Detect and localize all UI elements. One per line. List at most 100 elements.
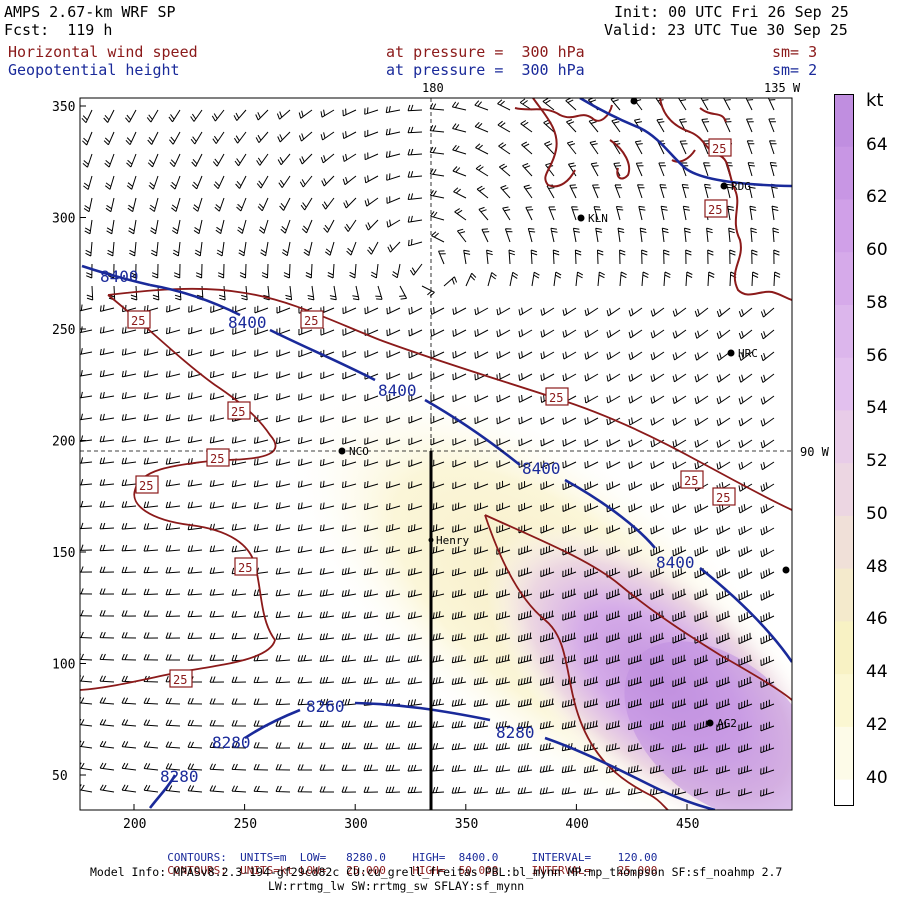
wind-barb <box>606 525 621 535</box>
wind-barb <box>386 437 401 446</box>
wind-barb <box>320 153 335 164</box>
wind-barb <box>451 698 467 707</box>
wind-barb <box>760 351 775 362</box>
wind-barb <box>143 523 159 530</box>
wind-barb <box>635 162 644 177</box>
wind-barb <box>738 699 753 710</box>
wind-barb <box>606 503 621 513</box>
wind-barb <box>566 119 577 133</box>
wind-barb <box>681 184 690 199</box>
wind-barb <box>299 153 313 165</box>
colorbar-swatch <box>834 621 854 676</box>
wind-barb <box>319 676 335 684</box>
wind-barb <box>694 654 709 666</box>
wind-barb <box>121 566 137 574</box>
wind-barb <box>107 241 115 257</box>
wind-barb <box>275 654 291 662</box>
wind-barb <box>99 326 115 334</box>
wind-barb <box>341 589 357 597</box>
y-tick-label: 50 <box>52 769 68 784</box>
speed-label-box <box>127 310 151 329</box>
wind-barb <box>606 654 621 665</box>
wind-barb <box>99 304 115 312</box>
wind-barb <box>694 395 709 405</box>
wind-barb <box>685 249 692 265</box>
wind-barb <box>253 632 269 640</box>
wind-barb <box>341 786 357 793</box>
wind-barb <box>540 481 555 491</box>
wind-barb <box>386 328 401 337</box>
wind-barb <box>703 162 711 177</box>
wind-barb <box>606 545 621 556</box>
wind-barb <box>628 395 643 404</box>
wind-barb <box>385 655 401 663</box>
wind-barb <box>386 459 401 467</box>
wind-barb <box>385 633 401 641</box>
wind-barb <box>649 765 665 774</box>
wind-barb <box>583 743 599 752</box>
wind-barb <box>628 481 643 491</box>
wind-barb <box>165 370 181 378</box>
colorbar-swatch <box>834 779 854 806</box>
wind-barb <box>627 743 643 752</box>
wind-barb <box>716 546 731 557</box>
wind-barb <box>672 568 687 579</box>
wind-barb <box>81 109 93 124</box>
wind-barb <box>478 206 489 221</box>
wind-barb <box>562 481 577 491</box>
wind-barb <box>121 610 137 617</box>
y-tick-label: 250 <box>52 323 75 338</box>
wind-barb <box>672 698 687 709</box>
height-label: 8400 <box>100 267 139 286</box>
wind-barb <box>706 227 713 243</box>
wind-barb <box>672 720 687 731</box>
wind-barb <box>320 458 335 467</box>
wind-barb <box>298 349 313 358</box>
wind-barb <box>454 208 467 221</box>
wind-barb <box>143 784 159 793</box>
footer-contours-height: CONTOURS: UNITS=m LOW= 8280.0 HIGH= 8400… <box>154 838 657 864</box>
wind-barb <box>694 373 709 383</box>
wind-barb <box>746 118 754 133</box>
wind-barb <box>672 329 687 339</box>
wind-barb <box>638 205 646 221</box>
wind-barb <box>540 373 555 382</box>
contour-high: HIGH= 8400.0 <box>412 851 499 864</box>
wind-barb <box>672 439 687 448</box>
wind-barb <box>275 458 291 466</box>
wind-barb <box>211 109 225 122</box>
wind-barb <box>738 417 753 427</box>
wind-barb <box>606 588 621 600</box>
wind-barb <box>628 351 643 361</box>
wind-barb <box>760 439 775 449</box>
wind-barb <box>385 545 401 554</box>
wind-barb <box>171 197 181 212</box>
wind-barb <box>650 546 665 557</box>
wind-barb <box>473 720 489 729</box>
wind-barb <box>672 588 687 601</box>
wind-barb <box>773 271 781 287</box>
wind-barb <box>760 677 775 688</box>
wind-barb <box>320 371 335 380</box>
wind-barb <box>605 743 621 752</box>
wind-barb <box>694 503 709 514</box>
wind-barb <box>341 502 357 510</box>
wind-barb <box>583 765 599 774</box>
wind-barb <box>518 394 533 403</box>
wind-barb <box>209 567 225 574</box>
wind-barb <box>562 610 577 621</box>
wind-barb <box>165 436 181 444</box>
wind-barb <box>99 348 115 356</box>
field2-name: Geopotential height <box>8 61 180 79</box>
wind-barb <box>430 211 445 221</box>
wind-barb <box>275 480 291 488</box>
wind-barb <box>773 249 780 265</box>
wind-barb <box>407 567 423 576</box>
wind-barb <box>375 285 383 300</box>
wind-barb <box>297 611 313 619</box>
wind-barb <box>475 143 489 155</box>
speed-label: 25 <box>549 391 563 405</box>
wind-barb <box>639 227 647 243</box>
wind-barb <box>751 249 758 265</box>
speed-label: 25 <box>708 203 722 217</box>
